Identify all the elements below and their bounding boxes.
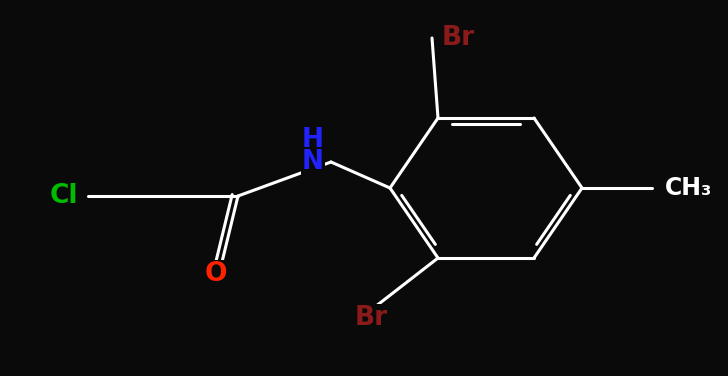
Text: Br: Br (442, 25, 475, 51)
Text: Br: Br (355, 305, 388, 331)
Text: O: O (205, 261, 227, 287)
Text: CH₃: CH₃ (665, 176, 712, 200)
Text: H: H (302, 127, 324, 153)
Text: Cl: Cl (50, 183, 78, 209)
Text: N: N (302, 149, 324, 175)
